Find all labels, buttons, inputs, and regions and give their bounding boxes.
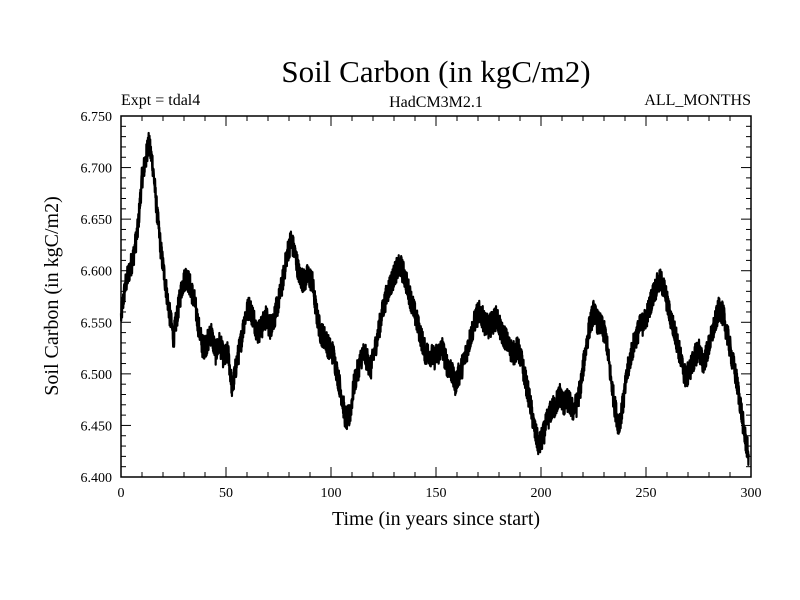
x-tick-label: 50 [219,486,233,501]
y-tick-label: 6.450 [81,419,113,434]
y-tick-label: 6.650 [81,213,113,228]
y-tick-label: 6.500 [81,368,113,383]
y-tick-labels: 6.400 6.450 6.500 6.550 6.600 6.650 6.700 6.750 [81,110,113,486]
x-tick-label: 0 [118,486,125,501]
x-axis-label: Time (in years since start) [332,508,540,530]
plot-frame [120,115,752,478]
x-tick-label: 300 [741,486,762,501]
x-tick-labels: 0 50 100 150 200 250 300 [118,486,762,501]
y-tick-label: 6.550 [81,316,113,331]
y-tick-label: 6.600 [81,265,113,280]
series-layer [119,131,750,467]
months-label: ALL_MONTHS [644,92,751,109]
y-tick-label: 6.700 [81,162,113,177]
experiment-label: Expt = tdal4 [121,92,200,109]
x-tick-label: 150 [426,486,447,501]
x-tick-label: 200 [531,486,552,501]
y-tick-label: 6.750 [81,110,113,125]
series-line-0 [119,131,750,467]
y-axis-label: Soil Carbon (in kgC/m2) [41,196,63,395]
x-tick-label: 250 [636,486,657,501]
model-label: HadCM3M2.1 [389,94,483,111]
y-tick-label: 6.400 [81,471,113,486]
chart-title: Soil Carbon (in kgC/m2) [281,54,590,89]
x-tick-label: 100 [321,486,342,501]
